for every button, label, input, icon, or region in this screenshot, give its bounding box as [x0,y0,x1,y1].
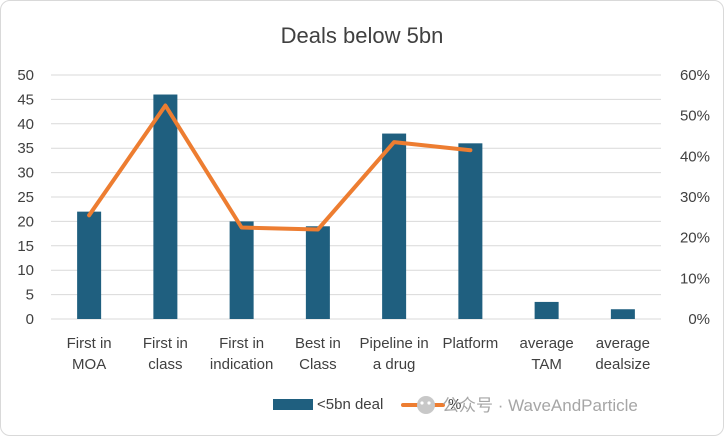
chart-title: Deals below 5bn [281,23,444,48]
bar [153,94,178,320]
left-axis: 0 5 10 15 20 25 30 35 40 45 50 [17,67,34,328]
bar [610,309,635,319]
right-tick-label: 40% [680,148,710,165]
left-tick-label: 15 [17,238,34,255]
category-label: indication [210,356,273,373]
category-label: average [596,335,650,352]
bar-series [77,94,635,320]
bar [77,211,102,319]
category-label: average [520,335,574,352]
category-label: Best in [295,335,341,352]
category-label: TAM [531,356,562,373]
category-axis: First in MOA First in class First in indicati… [67,335,651,373]
right-tick-label: 60% [680,67,710,84]
line-series [87,103,473,232]
percent-line [87,103,473,232]
left-tick-label: 0 [26,311,34,328]
legend: <5bn deal % [273,396,461,413]
legend-label-line: % [448,396,461,413]
watermark: 公众号 · WaveAndParticle [417,396,638,415]
category-label: First in [143,335,188,352]
left-tick-label: 10 [17,262,34,279]
left-tick-label: 35 [17,140,34,157]
category-label: Pipeline in [360,335,429,352]
bar [305,226,330,319]
category-label: First in [219,335,264,352]
category-label: a drug [373,356,416,373]
right-tick-label: 50% [680,108,710,125]
bar [458,143,483,319]
category-label: MOA [72,356,106,373]
watermark-text: 公众号 · WaveAndParticle [442,396,638,415]
category-label: class [148,356,182,373]
left-tick-label: 25 [17,189,34,206]
category-label: Class [299,356,337,373]
right-axis: 0% 10% 20% 30% 40% 50% 60% [680,67,710,328]
bar [382,133,407,319]
bar [229,221,254,319]
left-tick-label: 45 [17,91,34,108]
right-tick-label: 20% [680,230,710,247]
right-tick-label: 0% [688,311,710,328]
wechat-icon-eye [427,401,431,405]
bar [534,301,559,319]
right-tick-label: 30% [680,189,710,206]
left-tick-label: 5 [26,287,34,304]
left-tick-label: 50 [17,67,34,84]
legend-label-bar: <5bn deal [317,396,383,413]
left-tick-label: 20 [17,213,34,230]
wechat-icon-eye [420,401,424,405]
left-tick-label: 40 [17,116,34,133]
legend-swatch-bar [273,399,313,410]
category-label: dealsize [595,356,650,373]
category-label: First in [67,335,112,352]
right-tick-label: 10% [680,270,710,287]
category-label: Platform [442,335,498,352]
left-tick-label: 30 [17,165,34,182]
wechat-icon [417,396,435,414]
gridlines [51,74,661,320]
